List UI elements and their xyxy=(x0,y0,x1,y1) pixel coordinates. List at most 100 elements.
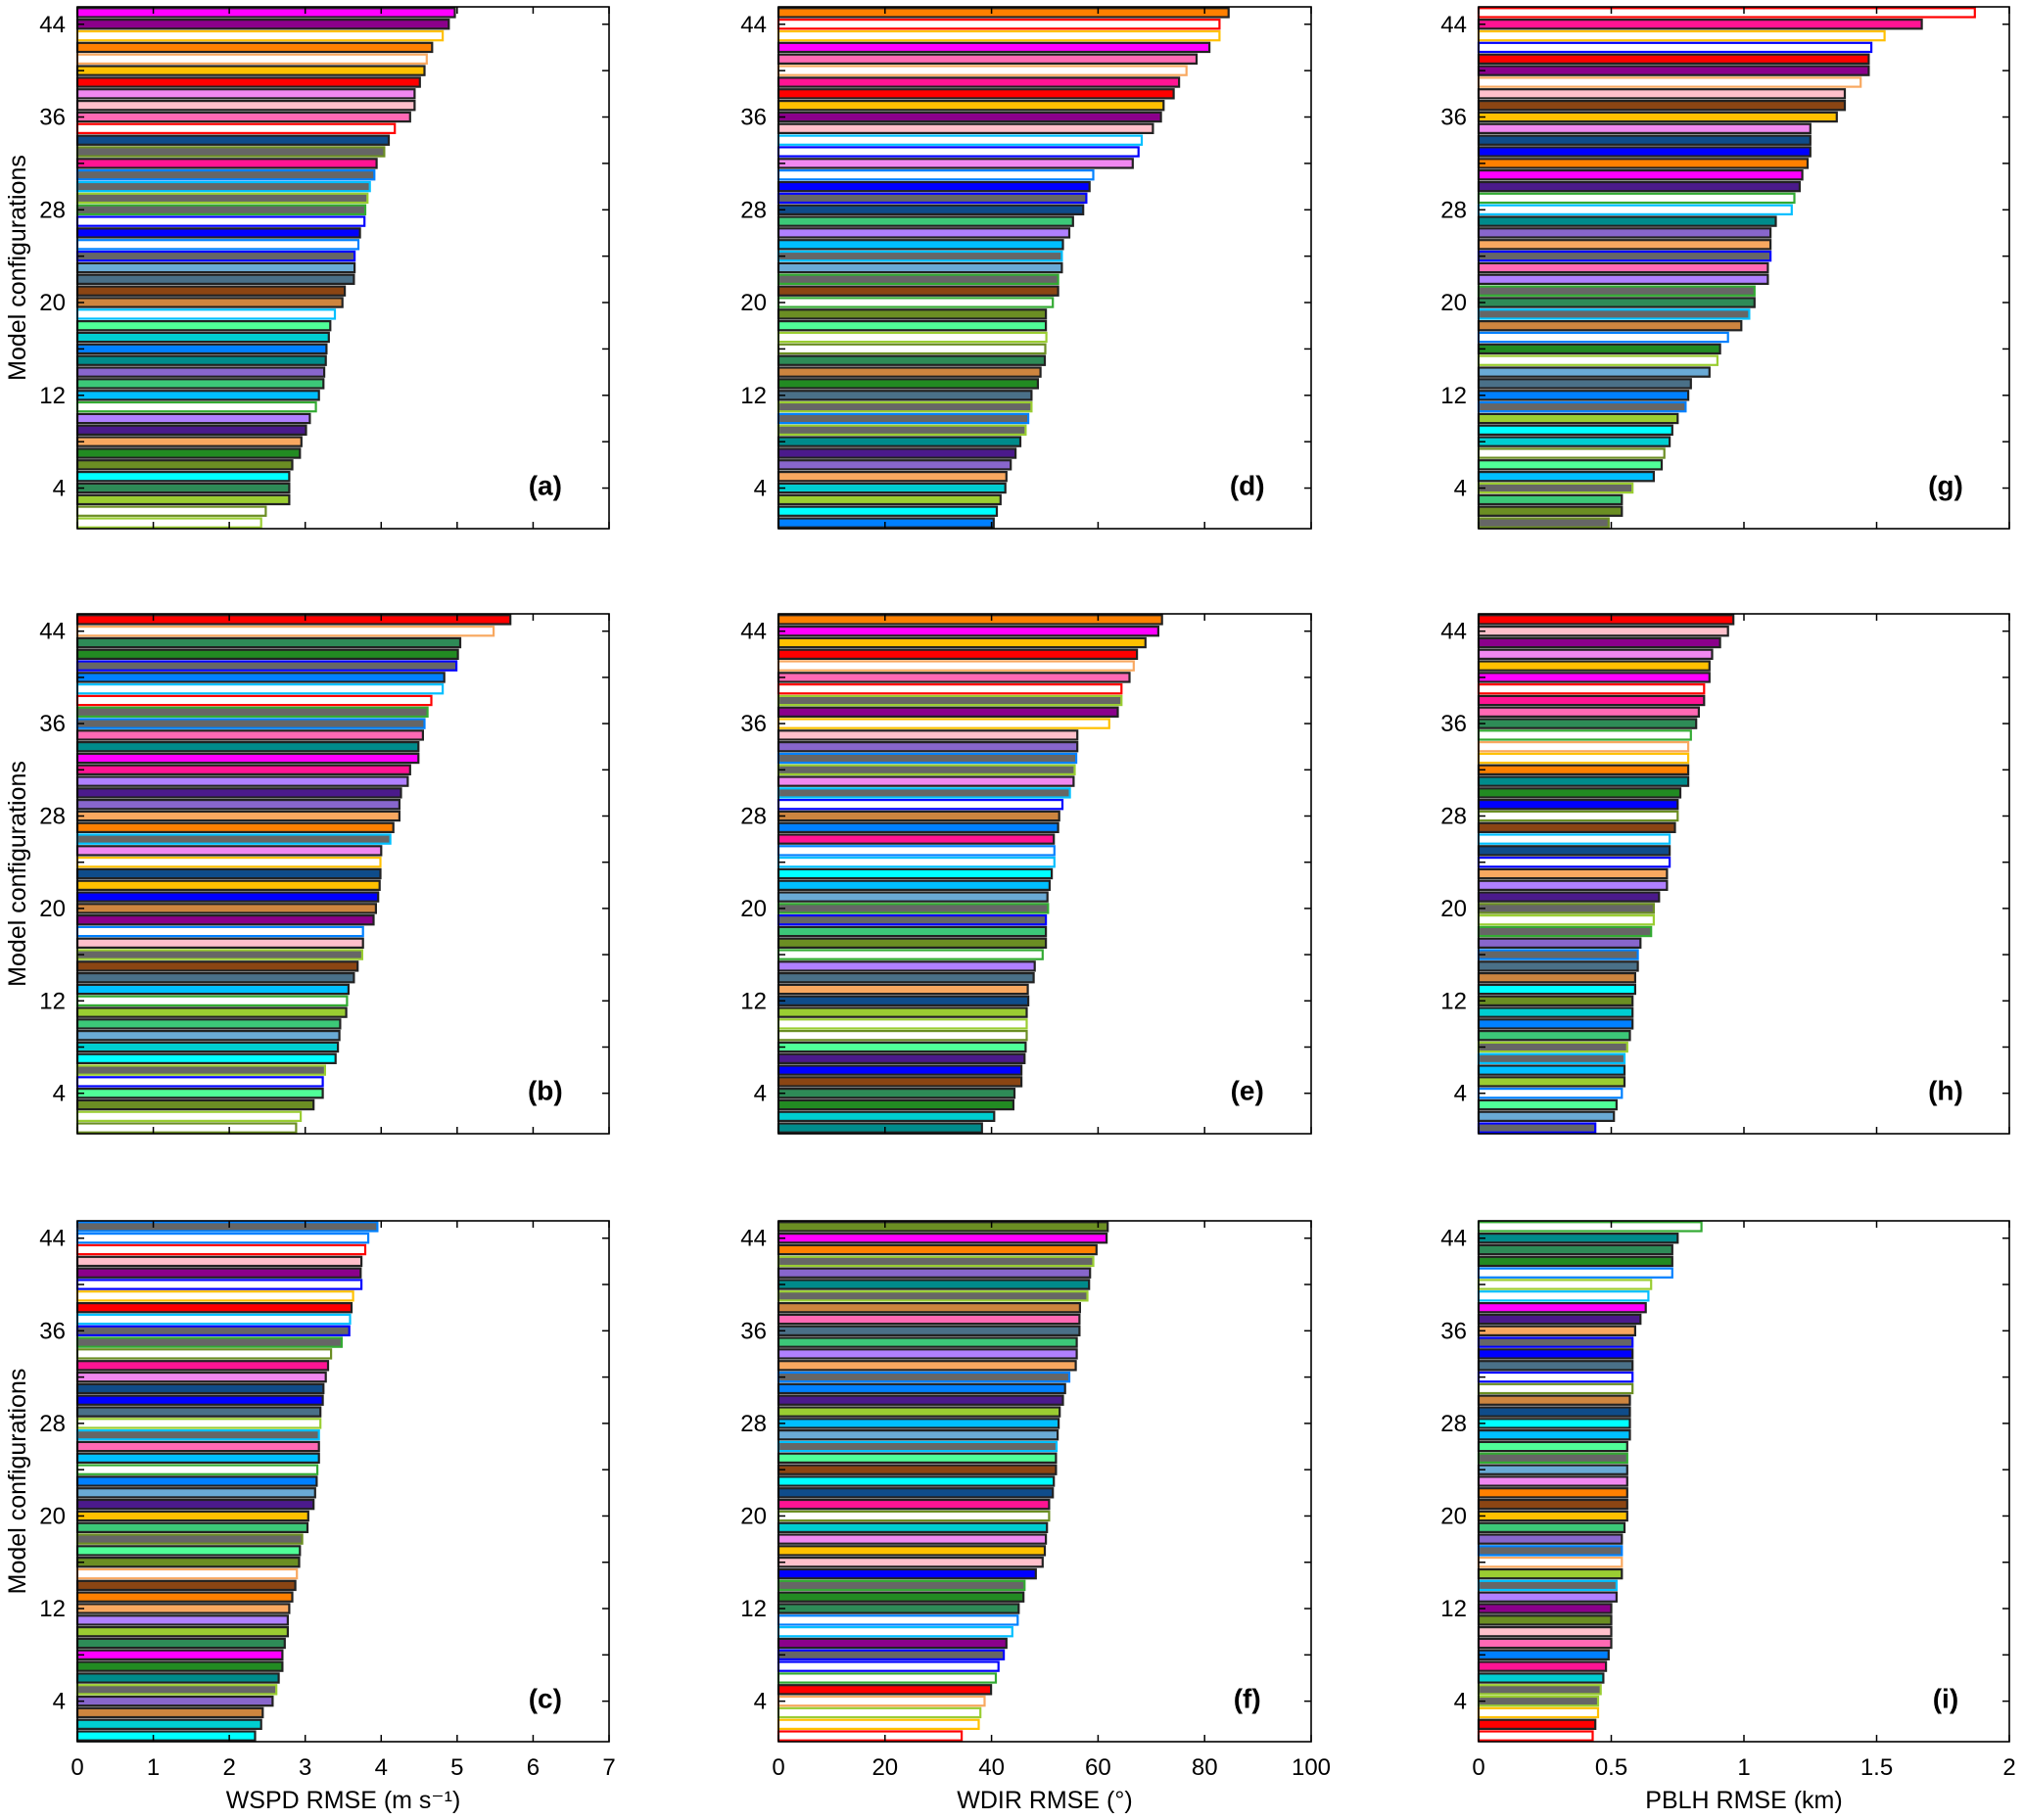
bar xyxy=(1477,1076,1626,1088)
plot-frame xyxy=(76,6,610,530)
bar xyxy=(777,88,1175,100)
bar xyxy=(75,879,381,892)
bar xyxy=(75,1637,286,1650)
bar xyxy=(1477,1098,1618,1111)
y-tick-label: 36 xyxy=(39,1318,66,1344)
bar xyxy=(75,1660,284,1672)
bar xyxy=(777,1418,1060,1429)
bar xyxy=(777,1718,980,1730)
bar xyxy=(1477,215,1777,227)
bar xyxy=(777,297,1055,308)
bar xyxy=(1477,192,1796,205)
bar xyxy=(777,1556,1044,1568)
bar xyxy=(1477,949,1639,960)
panel-i: 0 0.5 1 1.5 2 4 12 20 28 36 44 (i) PBLH RMSE (km) xyxy=(1440,1220,2016,1814)
bar xyxy=(75,787,402,799)
bar xyxy=(777,798,1064,811)
bar xyxy=(1477,1730,1594,1742)
bar xyxy=(1477,1440,1628,1453)
x-axis-title: PBLH RMSE (km) xyxy=(1645,1787,1842,1814)
bar xyxy=(75,424,307,437)
y-tick-label: 12 xyxy=(39,383,66,409)
bar xyxy=(1477,180,1801,193)
bar xyxy=(75,436,303,447)
bar xyxy=(75,636,462,649)
bar xyxy=(1477,250,1772,262)
bar xyxy=(777,134,1144,146)
bar xyxy=(777,239,1064,251)
bar xyxy=(75,821,395,834)
bar xyxy=(1477,29,1886,42)
y-tick-label: 20 xyxy=(740,1503,767,1529)
bar xyxy=(777,7,1230,19)
bar xyxy=(75,1371,327,1383)
bar xyxy=(777,65,1188,76)
panel-label: (g) xyxy=(1928,470,1963,500)
bar xyxy=(1477,1475,1628,1487)
bar xyxy=(777,343,1047,355)
bar xyxy=(1477,308,1751,320)
bar xyxy=(777,53,1199,66)
y-tick-label: 44 xyxy=(1440,619,1467,645)
bar xyxy=(75,983,350,996)
bar xyxy=(777,1255,1095,1268)
bar xyxy=(1477,1371,1634,1383)
y-tick-label: 44 xyxy=(740,12,767,38)
bar xyxy=(75,1076,324,1088)
bar xyxy=(75,845,383,857)
bar xyxy=(75,1279,363,1290)
bar xyxy=(777,1475,1056,1487)
bar xyxy=(777,1545,1047,1557)
y-tick-label: 36 xyxy=(740,711,767,737)
y-tick-label: 36 xyxy=(1440,105,1467,131)
bar xyxy=(1477,1545,1624,1557)
bar xyxy=(777,1029,1028,1042)
bar xyxy=(75,1290,354,1302)
panel-label: (h) xyxy=(1928,1075,1963,1105)
y-tick-label: 4 xyxy=(53,476,66,502)
bar xyxy=(777,436,1022,447)
bar xyxy=(75,366,326,378)
bar xyxy=(1477,1649,1610,1660)
bar xyxy=(1477,273,1769,286)
panel-f: 0 20 40 60 80 100 4 12 20 28 36 44 (f) WDIR RMSE (°) xyxy=(740,1220,1331,1814)
bar xyxy=(1477,682,1706,695)
y-tick-label: 20 xyxy=(740,290,767,316)
y-tick-label: 28 xyxy=(1440,197,1467,223)
bar xyxy=(75,937,364,950)
y-tick-label: 44 xyxy=(740,619,767,645)
bar xyxy=(777,273,1059,286)
bar xyxy=(777,1052,1026,1064)
y-tick-label: 36 xyxy=(740,1318,767,1344)
bar xyxy=(777,694,1123,707)
bar xyxy=(75,1064,326,1076)
bar xyxy=(1477,1255,1673,1268)
bar xyxy=(1477,1279,1653,1290)
bar xyxy=(1477,1325,1636,1336)
bar xyxy=(1477,1064,1626,1076)
plot-frame xyxy=(76,613,610,1135)
bar xyxy=(1477,378,1692,390)
bar xyxy=(75,1649,284,1660)
panel-b: 4 12 20 28 36 44 (b) Model configurations xyxy=(4,613,610,1135)
bar xyxy=(1477,1625,1613,1638)
bar xyxy=(777,250,1063,262)
bar xyxy=(75,1418,322,1429)
panel-g: 4 12 20 28 36 44 (g) xyxy=(1440,6,2010,530)
bar xyxy=(1477,1603,1613,1614)
bar xyxy=(75,134,391,146)
bar xyxy=(777,1498,1051,1511)
panel-label: (f) xyxy=(1234,1683,1261,1713)
bar xyxy=(1477,41,1873,54)
x-tick-label: 2 xyxy=(2002,1754,2015,1781)
bar xyxy=(1477,625,1729,637)
bar xyxy=(777,412,1030,425)
bar xyxy=(777,682,1123,695)
bar xyxy=(777,845,1056,857)
panel-h: 4 12 20 28 36 44 (h) xyxy=(1440,613,2010,1135)
bar xyxy=(1477,1556,1624,1568)
bar xyxy=(1477,436,1671,447)
bar xyxy=(1477,343,1721,355)
bar xyxy=(1477,1464,1628,1475)
plot-frame xyxy=(777,613,1312,1135)
